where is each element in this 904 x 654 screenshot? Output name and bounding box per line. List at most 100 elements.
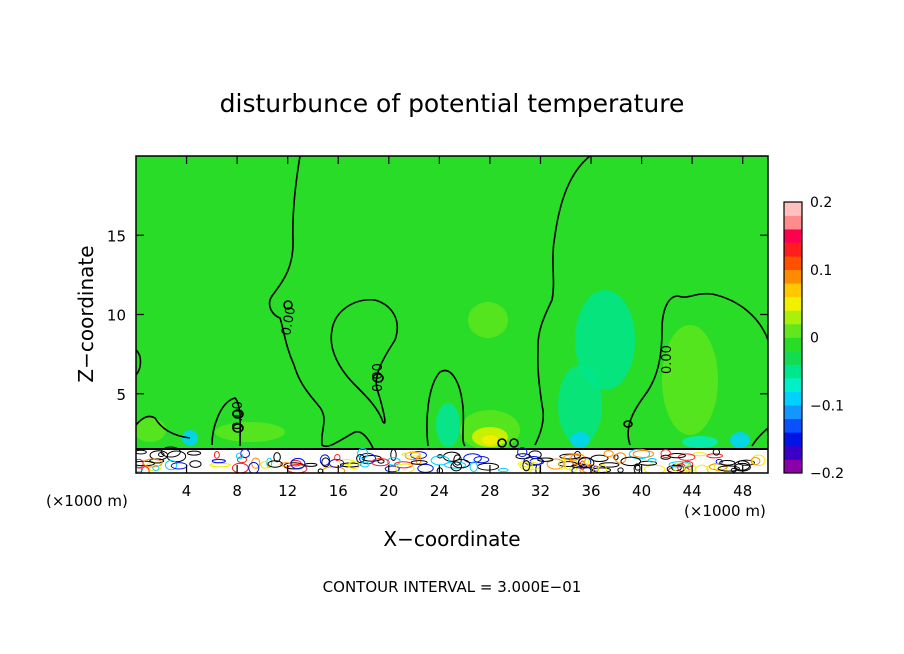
turbulence-marks — [136, 446, 766, 473]
x-unit-label-left: (×1000 m) — [46, 492, 128, 510]
plot-area: 0.00 0.00 0.00 0.00 — [136, 156, 768, 473]
x-tick-label: 24 — [430, 482, 449, 500]
turbulence-mark — [563, 454, 582, 461]
warm-core — [482, 435, 498, 445]
x-tick-label: 44 — [683, 482, 702, 500]
anomaly-blob — [558, 365, 602, 445]
turbulence-mark — [668, 461, 692, 468]
turbulence-mark — [644, 464, 666, 473]
colorbar-swatch — [784, 229, 802, 243]
colorbar-swatch — [784, 337, 802, 352]
anomaly-blob — [662, 325, 718, 435]
x-tick-label: 8 — [232, 482, 242, 500]
colorbar-swatch — [784, 215, 802, 230]
turbulence-mark — [558, 458, 567, 470]
colorbar-tick-label: 0.2 — [810, 195, 832, 211]
turbulence-mark — [647, 457, 657, 463]
turbulence-mark — [136, 449, 147, 455]
turbulence-mark — [522, 460, 531, 472]
turbulence-mark — [517, 461, 538, 467]
contour-loop — [232, 423, 244, 433]
turbulence-mark — [164, 459, 178, 471]
turbulence-mark — [719, 460, 736, 466]
x-tick-label: 28 — [480, 482, 499, 500]
x-unit-label-right: (×1000 m) — [684, 502, 766, 520]
turbulence-mark — [430, 455, 450, 466]
turbulence-mark — [347, 461, 361, 470]
contour-line — [136, 349, 142, 376]
colorbar-swatch — [784, 459, 802, 474]
turbulence-mark — [136, 466, 144, 473]
turbulence-mark — [290, 457, 306, 470]
turbulence-mark — [260, 460, 270, 469]
turbulence-mark — [571, 463, 588, 469]
colorbar-swatch — [784, 256, 802, 271]
colorbar-swatch — [784, 242, 802, 257]
turbulence-mark — [390, 448, 397, 461]
x-tick-label: 20 — [379, 482, 398, 500]
colorbar-swatch — [784, 432, 802, 447]
turbulence-mark — [186, 450, 202, 456]
turbulence-mark — [209, 462, 231, 468]
turbulence-mark — [377, 459, 385, 464]
negative-anomaly-regions — [182, 290, 750, 448]
anomaly-blob — [468, 302, 508, 338]
x-axis: 4 8 12 16 20 24 28 32 36 40 44 48 — [182, 156, 752, 500]
turbulence-mark — [546, 458, 565, 470]
contour-lines — [136, 156, 768, 449]
colorbar: 0.2 0.1 0 −0.1 −0.2 — [783, 195, 844, 482]
warm-core-regions — [472, 427, 508, 447]
turbulence-mark — [695, 464, 709, 473]
colorbar-swatch — [784, 202, 802, 216]
y-tick-label: 5 — [116, 386, 126, 404]
turbulence-mark — [597, 463, 607, 473]
colorbar-tick-label: −0.2 — [810, 466, 844, 482]
turbulence-mark — [450, 461, 462, 472]
colorbar-swatch — [784, 445, 802, 460]
turbulence-mark — [683, 464, 697, 472]
colorbar-swatch — [784, 323, 802, 338]
colorbar-tick-label: 0 — [810, 331, 819, 347]
x-tick-label: 12 — [278, 482, 297, 500]
colorbar-frame — [783, 201, 803, 474]
contour-loop — [497, 438, 507, 448]
turbulence-mark — [737, 459, 755, 466]
contour-loop — [509, 438, 519, 448]
turbulence-mark — [357, 447, 369, 460]
turbulence-mark — [473, 456, 490, 464]
turbulence-mark — [712, 448, 721, 456]
turbulence-mark — [371, 458, 390, 467]
colorbar-tick-label: 0.1 — [810, 263, 832, 279]
turbulence-mark — [751, 454, 766, 467]
y-tick-label: 10 — [107, 307, 126, 325]
turbulence-mark — [628, 448, 651, 460]
contour-line — [426, 369, 466, 447]
contour-line — [751, 427, 768, 447]
turbulence-mark — [497, 467, 509, 473]
colorbar-swatch — [784, 364, 802, 379]
anomaly-blob — [575, 290, 635, 390]
turbulence-mark — [750, 456, 761, 466]
turbulence-mark — [384, 465, 400, 473]
contour-line — [268, 156, 374, 449]
turbulence-mark — [304, 462, 318, 467]
chart-title: disturbunce of potential temperature — [220, 89, 685, 118]
turbulence-mark — [211, 459, 226, 464]
colorbar-swatch — [784, 310, 802, 325]
colorbar-swatch — [784, 351, 802, 365]
y-axis: 5 10 15 — [107, 227, 768, 404]
turbulence-mark — [273, 452, 281, 463]
turbulence-mark — [213, 451, 220, 459]
contour-interval-note: CONTOUR INTERVAL = 3.000E−01 — [323, 578, 582, 596]
contour-label: 0.00 — [660, 345, 675, 374]
anomaly-blob — [682, 436, 718, 448]
y-axis-label: Z−coordinate — [74, 245, 98, 382]
contour-loop — [623, 420, 633, 428]
turbulence-mark — [537, 457, 554, 462]
colorbar-swatch — [784, 283, 802, 298]
turbulence-mark — [681, 460, 694, 468]
turbulence-mark — [632, 449, 655, 458]
turbulence-mark — [569, 453, 586, 466]
turbulence-mark — [160, 446, 181, 458]
